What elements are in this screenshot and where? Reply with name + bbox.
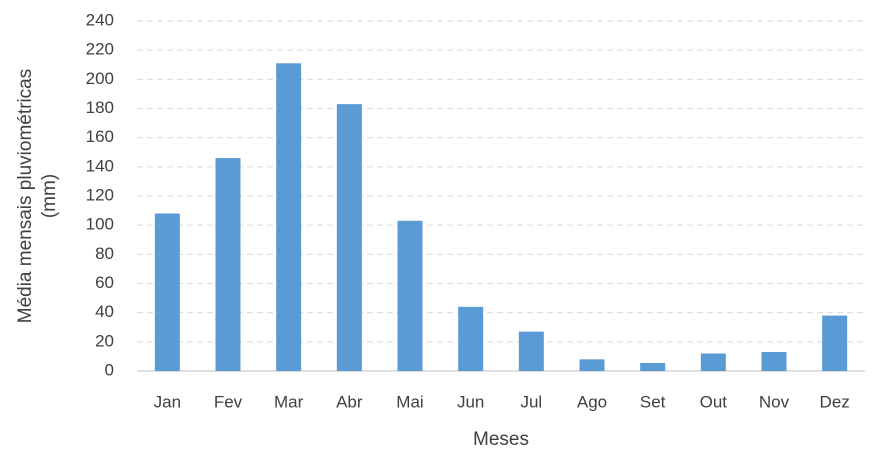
bar	[154, 213, 180, 371]
bar	[761, 352, 787, 371]
bar	[458, 306, 484, 371]
x-tick-label: Mar	[274, 392, 304, 411]
bar	[215, 158, 241, 371]
y-tick-label: 80	[95, 244, 114, 263]
y-tick-label: 240	[86, 10, 114, 29]
x-tick-label: Abr	[336, 392, 363, 411]
x-tick-label: Mai	[396, 392, 423, 411]
x-tick-label: Ago	[577, 392, 607, 411]
bar	[276, 63, 302, 372]
y-tick-label: 180	[86, 98, 114, 117]
x-tick-label: Fev	[214, 392, 243, 411]
y-tick-label: 20	[95, 331, 114, 350]
x-tick-label: Jan	[154, 392, 181, 411]
bar	[579, 359, 605, 371]
bar	[336, 104, 362, 371]
bar	[822, 315, 848, 371]
x-tick-label: Jun	[457, 392, 484, 411]
x-tick-label: Out	[700, 392, 728, 411]
y-tick-label: 220	[86, 40, 114, 59]
x-tick-label: Dez	[820, 392, 850, 411]
y-tick-label: 120	[86, 185, 114, 204]
y-tick-label: 0	[105, 360, 114, 379]
y-axis-label: (mm)	[39, 174, 60, 218]
bar	[700, 353, 726, 371]
y-tick-label: 140	[86, 156, 114, 175]
x-tick-label: Nov	[759, 392, 790, 411]
bar	[397, 220, 423, 371]
y-tick-label: 60	[95, 273, 114, 292]
y-tick-label: 100	[86, 215, 114, 234]
y-tick-label: 160	[86, 127, 114, 146]
y-tick-label: 200	[86, 69, 114, 88]
x-axis-label: Meses	[473, 429, 529, 450]
y-axis-label: Média mensais pluviométricas	[15, 69, 36, 324]
x-tick-label: Jul	[520, 392, 542, 411]
y-tick-label: 40	[95, 302, 114, 321]
x-tick-label: Set	[640, 392, 666, 411]
bar	[518, 331, 544, 371]
bar	[640, 362, 666, 371]
